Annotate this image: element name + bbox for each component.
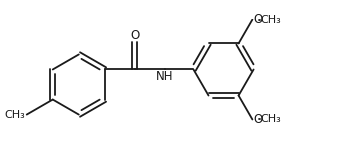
Text: CH₃: CH₃	[261, 114, 281, 124]
Text: O: O	[253, 113, 262, 126]
Text: NH: NH	[156, 70, 174, 83]
Text: O: O	[253, 13, 262, 26]
Text: CH₃: CH₃	[4, 110, 25, 120]
Text: O: O	[130, 29, 139, 42]
Text: CH₃: CH₃	[261, 14, 281, 24]
